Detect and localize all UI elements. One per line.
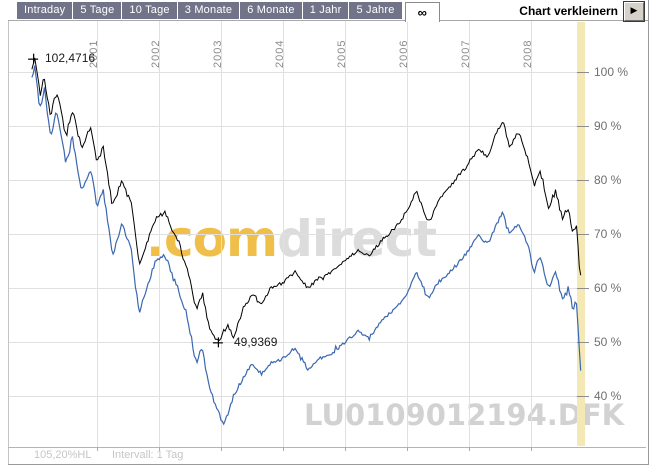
tab-6-monate[interactable]: 6 Monate (240, 2, 302, 19)
tab-5-tage[interactable]: 5 Tage (73, 2, 122, 19)
x-axis-label-2004: 2004 (274, 39, 286, 68)
low-value-annotation: 49,9369 (234, 335, 278, 349)
x-axis-label-2005: 2005 (336, 39, 348, 68)
collapse-chart-button[interactable]: ▶ (623, 1, 645, 22)
range-tabs: Intraday 5 Tage 10 Tage 3 Monate 6 Monate 1 J… (17, 2, 441, 22)
y-axis-label-70: 70 % (594, 227, 622, 241)
y-axis-label-60: 60 % (594, 281, 622, 295)
y-axis-label-40: 40 % (594, 389, 622, 403)
tab-max-range[interactable]: ∞ (404, 2, 441, 22)
x-axis-label-2006: 2006 (398, 39, 410, 68)
tab-5-jahre[interactable]: 5 Jahre (349, 2, 402, 19)
y-axis-label-50: 50 % (594, 335, 622, 349)
collapse-chart-label[interactable]: Chart verkleinern (519, 4, 618, 18)
tab-intraday[interactable]: Intraday (17, 2, 73, 19)
x-axis-label-2008: 2008 (522, 39, 534, 68)
start-value-annotation: 102,4716 (45, 51, 96, 65)
x-axis-label-2007: 2007 (460, 39, 472, 68)
high-low-range-label: 105,20%HL (34, 449, 92, 461)
x-axis-label-2003: 2003 (212, 39, 224, 68)
y-axis-label-90: 90 % (594, 119, 622, 133)
interval-label: Intervall: 1 Tag (112, 449, 184, 461)
fund-performance-black-line (31, 57, 582, 341)
benchmark-performance-blue-line (31, 65, 582, 426)
y-axis-label-100: 100 % (594, 65, 629, 79)
y-axis-label-80: 80 % (594, 173, 622, 187)
tab-3-monate[interactable]: 3 Monate (177, 2, 240, 19)
tab-10-tage[interactable]: 10 Tage (122, 2, 177, 19)
tab-1-jahr[interactable]: 1 Jahr (302, 2, 349, 19)
x-axis-label-2002: 2002 (150, 39, 162, 68)
